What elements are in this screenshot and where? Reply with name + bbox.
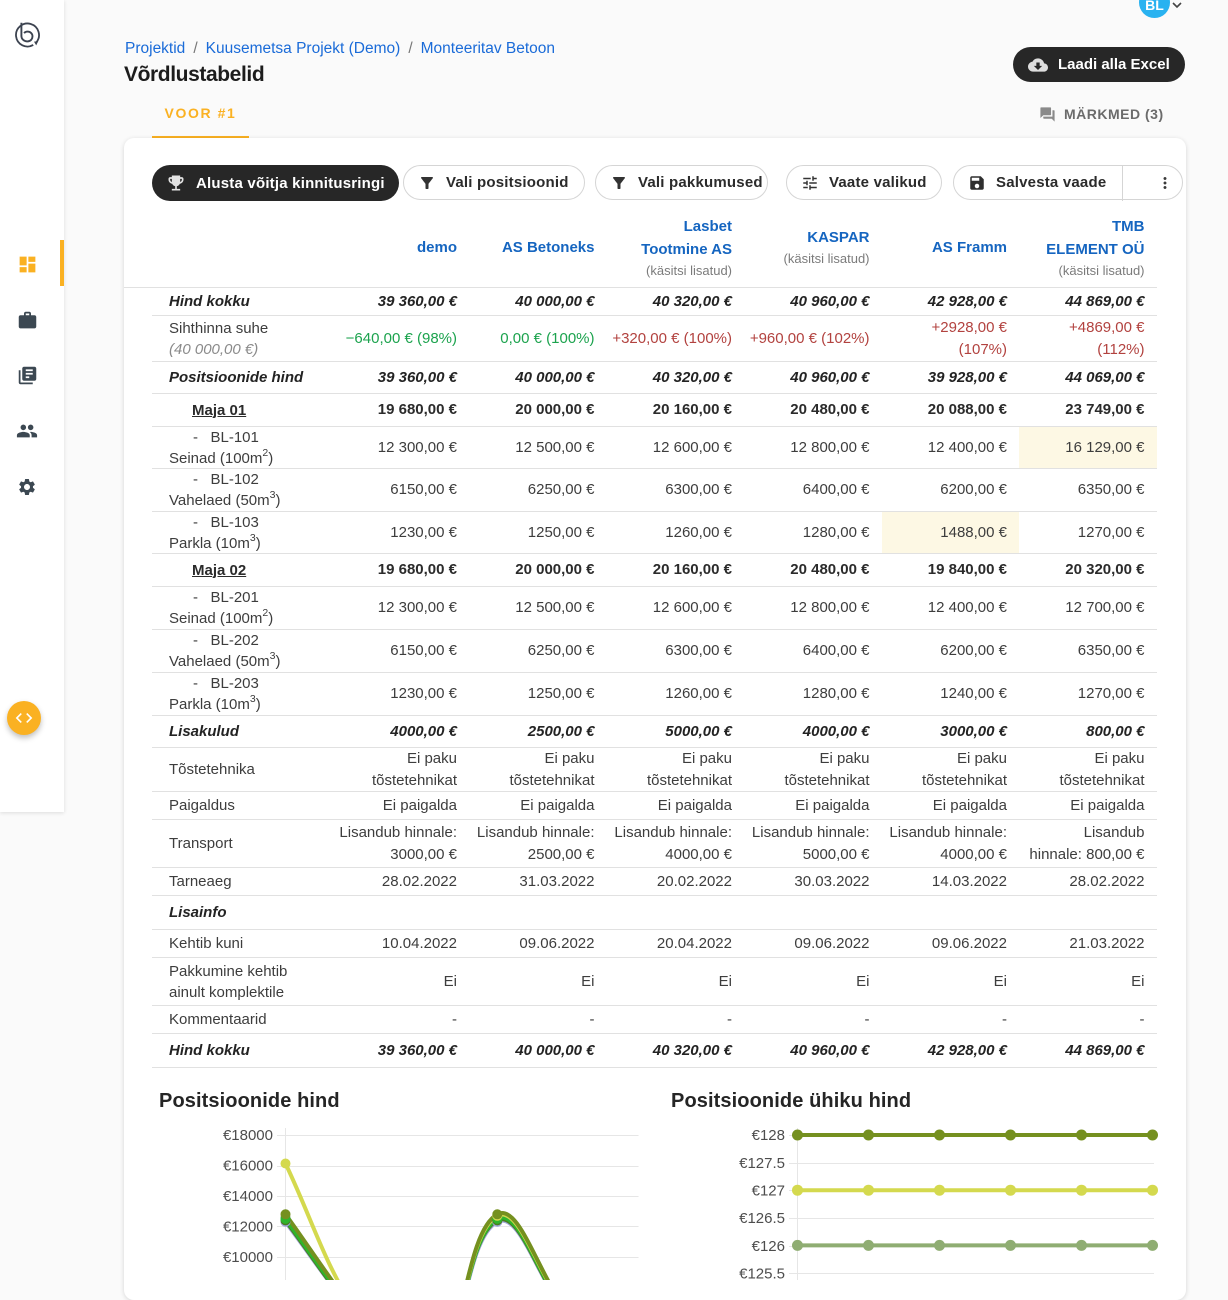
- svg-text:€16000: €16000: [223, 1158, 273, 1175]
- svg-text:€127: €127: [752, 1183, 785, 1200]
- svg-text:€14000: €14000: [223, 1188, 273, 1205]
- svg-text:€128: €128: [752, 1127, 785, 1144]
- svg-text:€18000: €18000: [223, 1127, 273, 1144]
- svg-text:€126.5: €126.5: [739, 1210, 785, 1227]
- svg-text:€127.5: €127.5: [739, 1155, 785, 1172]
- svg-text:€12000: €12000: [223, 1219, 273, 1236]
- svg-text:€10000: €10000: [223, 1249, 273, 1266]
- svg-text:€125.5: €125.5: [739, 1266, 785, 1281]
- svg-text:€126: €126: [752, 1238, 785, 1255]
